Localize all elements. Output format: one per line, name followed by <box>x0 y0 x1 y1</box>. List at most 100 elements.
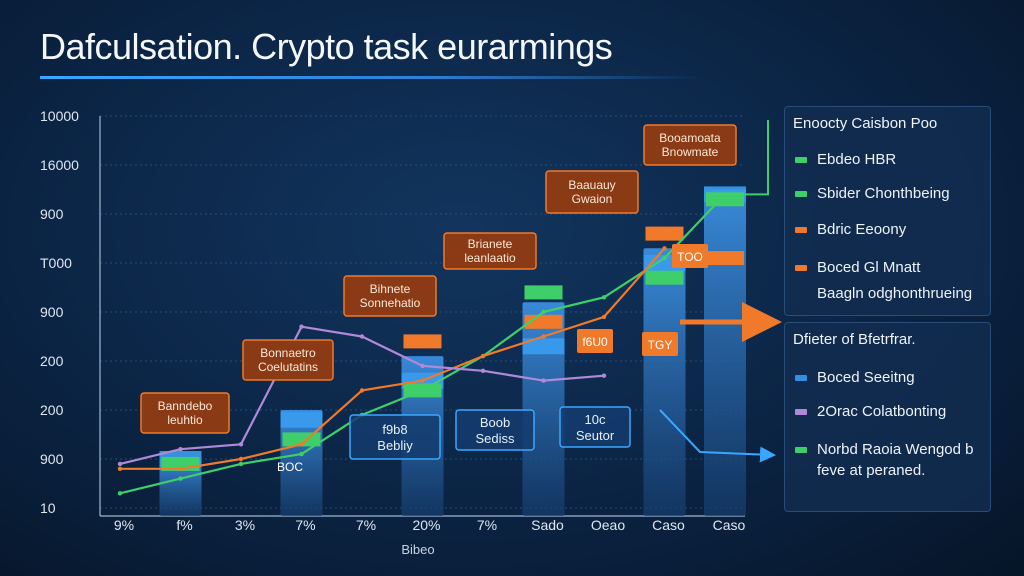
series-point <box>299 324 304 329</box>
bar <box>159 459 202 516</box>
x-axis-title: Bibeo <box>401 542 434 557</box>
series-point <box>541 309 546 315</box>
bar-marker-blue <box>280 411 323 428</box>
legend-top-item-4: Boced Gl Mnatt <box>795 257 985 278</box>
annotation-box <box>140 392 230 434</box>
series-point <box>601 314 607 320</box>
y-tick-label: 900 <box>40 304 64 320</box>
annotation-label-blue: Boob <box>480 415 510 430</box>
x-tick-label: f% <box>176 517 192 533</box>
series-point <box>178 466 183 471</box>
series-point <box>662 246 667 251</box>
y-tick-label: 900 <box>40 206 64 222</box>
legend-top-item-2: Sbider Chonthbeing <box>795 183 985 204</box>
bar <box>643 248 686 517</box>
y-tick-label: 900 <box>40 451 64 467</box>
y-tick-label: 16000 <box>40 157 79 173</box>
series-point <box>359 334 365 339</box>
legend-top-title: Enoocty Caisbon Poo <box>793 115 938 132</box>
x-tick-label: Sado <box>531 517 564 533</box>
annotation-label: leuhtio <box>167 413 203 427</box>
annotation-label: Gwaion <box>572 192 613 206</box>
bar-marker-orange <box>403 334 442 349</box>
legend-swatch-blue <box>795 375 807 381</box>
bar-marker-green <box>706 192 744 207</box>
annotation-box <box>643 124 737 166</box>
annotation-label-blue: Bebliy <box>377 438 413 453</box>
connector-blue <box>659 409 776 463</box>
annotation-box <box>242 339 334 381</box>
series-point <box>662 255 667 261</box>
annotation-label-inline: TOO <box>677 250 703 264</box>
legend-label: Sbider Chonthbeing <box>817 185 950 202</box>
series-point <box>238 461 244 467</box>
series-point <box>299 442 304 447</box>
annotation-box-inline <box>577 329 613 353</box>
title-underline <box>40 76 700 79</box>
series-point <box>480 353 486 359</box>
series-point <box>299 451 304 457</box>
annotation-box-blue <box>349 414 441 460</box>
annotation-label: Banndebo <box>158 399 213 413</box>
annotation-label-blue: Sediss <box>475 431 515 446</box>
legend-panel-bottom: Dfieter of Bfetrfrar. Boced Seeitng 2Ora… <box>784 322 991 512</box>
annotation-label: Baauauy <box>568 178 615 192</box>
series-line <box>120 247 666 470</box>
annotation-label: Bihnete <box>370 282 411 296</box>
legend-label: Ebdeo HBR <box>817 151 897 168</box>
legend-label: Boced Seeitng <box>817 369 915 386</box>
chart-title: Dafculsation. Crypto task eurarmings <box>40 26 613 67</box>
legend-bottom-item-2: 2Orac Colatbonting <box>795 401 985 422</box>
annotation-label: leanlaatio <box>464 251 516 265</box>
x-tick-label: 7% <box>295 517 315 533</box>
bar-marker-green <box>645 270 684 285</box>
series-point <box>238 442 244 447</box>
x-tick-label: 3% <box>235 517 255 533</box>
series-point <box>601 295 607 300</box>
annotation-label-blue: Seutor <box>576 428 615 443</box>
bar <box>522 302 565 516</box>
annotation-label: Coelutatins <box>258 360 318 374</box>
y-tick-label: T000 <box>40 255 72 271</box>
series-point <box>117 491 123 496</box>
legend-label: Baagln odghonthrueing <box>817 285 973 302</box>
connector-green <box>725 120 769 196</box>
legend-label: Boced Gl Mnatt <box>817 259 921 276</box>
annotation-box-inline <box>642 332 678 356</box>
annotation-label: Booamoata <box>659 131 721 145</box>
x-tick-label: 9% <box>114 517 134 533</box>
legend-panel-top: Enoocty Caisbon Poo Ebdeo HBR Sbider Cho… <box>784 106 991 316</box>
legend-top-item-5: Baagln odghonthrueing <box>817 283 992 304</box>
legend-swatch-green <box>795 157 807 163</box>
legend-bottom-item-3: Norbd Raoia Wengod b feve at peraned. <box>795 439 980 481</box>
x-tick-label: Caso <box>652 517 685 533</box>
annotation-box <box>443 232 537 270</box>
y-tick-label: 200 <box>40 402 64 418</box>
x-tick-label: Caso <box>713 517 746 533</box>
annotation-label-blue: 10c <box>585 412 606 427</box>
annotation-label: Bonnaetro <box>260 346 316 360</box>
series-point <box>420 388 425 393</box>
annotation-box-inline <box>672 244 708 268</box>
legend-label: Norbd Raoia Wengod b feve at peraned. <box>817 441 974 479</box>
x-tick-label: Oeao <box>591 517 625 533</box>
y-tick-label: 10 <box>40 500 56 516</box>
series-point <box>420 378 425 383</box>
annotation-label: Sonnehatio <box>360 296 421 310</box>
x-tick-label: 7% <box>477 517 497 533</box>
series-point <box>117 461 123 467</box>
series-point <box>420 363 425 369</box>
x-tick-label: 7% <box>356 517 376 533</box>
series-point <box>601 373 607 378</box>
series-point <box>178 447 183 452</box>
series-point <box>541 334 546 339</box>
y-tick-label: 10000 <box>40 108 79 124</box>
series-point <box>238 456 244 462</box>
legend-label: 2Orac Colatbonting <box>817 403 947 420</box>
bar <box>704 189 746 516</box>
series-point <box>359 388 365 393</box>
annotation-box-blue <box>455 409 535 451</box>
series-point <box>541 378 546 383</box>
annotation-label: Brianete <box>468 237 513 251</box>
